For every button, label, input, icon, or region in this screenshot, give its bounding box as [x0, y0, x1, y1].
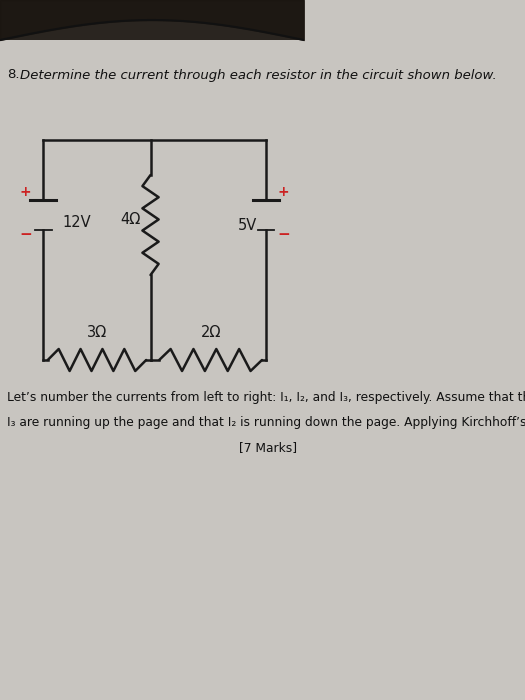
Polygon shape — [0, 0, 304, 40]
Text: 3Ω: 3Ω — [87, 325, 107, 340]
Text: I₃ are running up the page and that I₂ is running down the page. Applying Kirchh: I₃ are running up the page and that I₂ i… — [7, 416, 525, 429]
Text: Let’s number the currents from left to right: I₁, I₂, and I₃, respectively. Assu: Let’s number the currents from left to r… — [7, 391, 525, 404]
Text: +: + — [278, 186, 289, 199]
Text: −: − — [277, 228, 290, 242]
Text: 5V: 5V — [237, 218, 257, 232]
Text: Determine the current through each resistor in the circuit shown below.: Determine the current through each resis… — [20, 69, 497, 81]
Text: 12V: 12V — [62, 215, 91, 230]
Text: 2Ω: 2Ω — [201, 325, 221, 340]
Text: [7 Marks]: [7 Marks] — [238, 441, 297, 454]
Text: −: − — [19, 228, 32, 242]
Text: 4Ω: 4Ω — [120, 213, 140, 228]
Text: 8.: 8. — [7, 69, 20, 81]
Text: +: + — [19, 186, 32, 199]
